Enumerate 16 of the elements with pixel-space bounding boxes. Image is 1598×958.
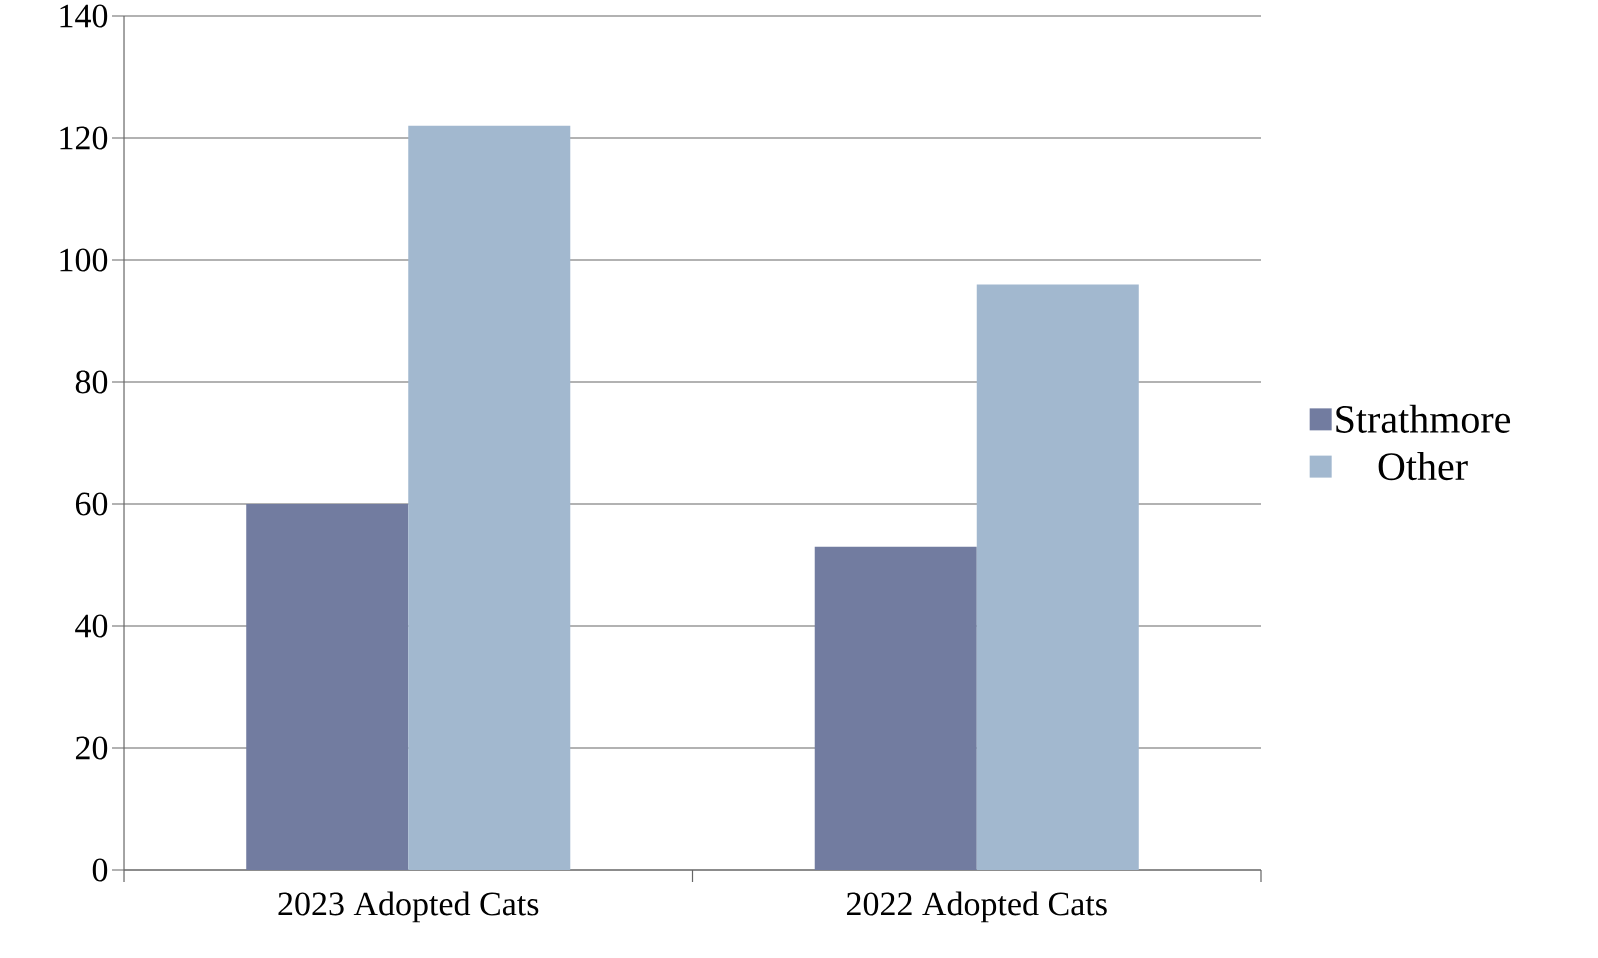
y-tick-label: 20 xyxy=(75,736,108,760)
bar xyxy=(246,503,409,870)
y-tick-label: 100 xyxy=(60,248,108,272)
bar xyxy=(814,546,977,870)
y-tick-label: 80 xyxy=(75,370,108,394)
y-tick-label: 120 xyxy=(60,126,108,150)
legend-label: Other xyxy=(1378,452,1468,481)
y-tick-label: 60 xyxy=(75,492,108,516)
y-tick-label: 140 xyxy=(60,4,108,28)
bar xyxy=(976,284,1139,870)
legend-label: Strathmore xyxy=(1336,404,1511,433)
x-tick-label: 2023 Adopted Cats xyxy=(278,891,539,923)
y-tick-label: 40 xyxy=(75,614,108,638)
x-tick-label: 2022 Adopted Cats xyxy=(846,891,1107,923)
bar xyxy=(408,125,571,870)
y-tick-label: 0 xyxy=(92,858,108,882)
